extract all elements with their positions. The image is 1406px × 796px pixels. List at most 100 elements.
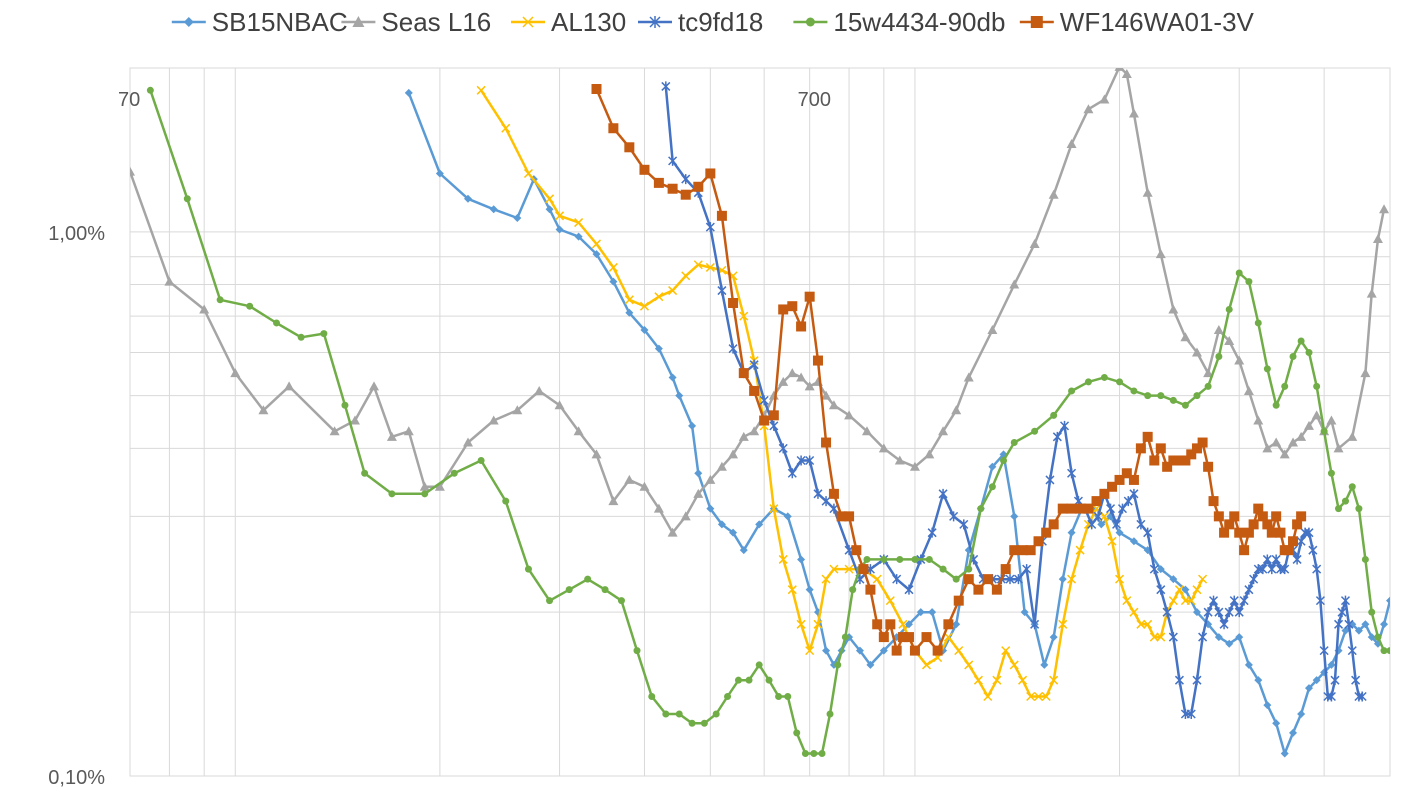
- data-point: [688, 719, 696, 727]
- data-point: [1203, 368, 1214, 378]
- data-point: [705, 474, 716, 484]
- data-point: [787, 368, 798, 378]
- data-point: [988, 462, 997, 471]
- data-point: [1243, 527, 1254, 538]
- data-point: [681, 174, 691, 185]
- data-point: [826, 710, 834, 718]
- data-point: [164, 276, 175, 286]
- data-point: [1180, 455, 1191, 466]
- data-point: [680, 511, 691, 521]
- data-point: [1031, 427, 1039, 435]
- data-point: [1114, 474, 1125, 485]
- series-15w4434-90db: [146, 86, 1390, 757]
- data-point: [952, 620, 961, 629]
- data-point: [932, 645, 943, 656]
- data-point: [1239, 545, 1250, 556]
- data-point: [573, 426, 584, 436]
- data-point: [1198, 632, 1208, 643]
- data-point: [939, 565, 947, 573]
- data-point: [649, 16, 661, 28]
- data-point: [653, 503, 664, 513]
- data-point: [1128, 474, 1139, 485]
- data-point: [729, 528, 738, 537]
- data-point: [903, 632, 914, 643]
- data-point: [1347, 431, 1358, 441]
- y-tick-label: 0,10%: [48, 767, 105, 789]
- data-point: [1263, 365, 1271, 373]
- data-point: [640, 326, 649, 335]
- data-point: [1168, 632, 1178, 643]
- data-point: [1066, 503, 1077, 514]
- data-point: [829, 503, 839, 514]
- data-point: [1344, 619, 1354, 630]
- data-point: [953, 595, 964, 606]
- data-point: [963, 574, 974, 585]
- data-point: [681, 271, 691, 281]
- data-point: [1049, 675, 1059, 685]
- data-point: [1068, 387, 1076, 395]
- data-point: [728, 343, 738, 354]
- data-point: [1214, 633, 1223, 642]
- data-point: [1129, 607, 1139, 617]
- data-point: [1060, 420, 1070, 431]
- data-point: [369, 381, 380, 391]
- data-point: [706, 504, 715, 513]
- x-tick-label: 700: [798, 89, 831, 111]
- data-point: [608, 262, 618, 272]
- data-point: [1355, 505, 1363, 513]
- data-point: [700, 719, 708, 727]
- data-point: [1091, 496, 1102, 507]
- data-point: [1271, 554, 1281, 565]
- data-point: [851, 545, 862, 556]
- data-point: [639, 164, 650, 175]
- data-point: [1213, 325, 1224, 335]
- data-point: [1254, 319, 1262, 327]
- data-point: [885, 619, 896, 630]
- data-point: [1219, 527, 1230, 538]
- data-point: [925, 555, 933, 563]
- data-point: [591, 83, 602, 94]
- data-point: [1234, 355, 1245, 365]
- data-point: [1326, 415, 1337, 425]
- data-point: [545, 205, 554, 214]
- legend-item: 15w4434-90db: [793, 7, 1005, 37]
- data-point: [821, 496, 831, 507]
- data-point: [639, 481, 650, 491]
- data-point: [749, 359, 759, 370]
- data-point: [1224, 519, 1235, 530]
- data-point: [667, 183, 678, 194]
- data-point: [1026, 691, 1036, 702]
- data-point: [403, 426, 414, 436]
- data-point: [284, 381, 295, 391]
- data-point: [320, 330, 328, 338]
- data-point: [1123, 496, 1133, 507]
- data-point: [769, 420, 779, 431]
- data-point: [1304, 527, 1314, 538]
- data-point: [712, 710, 720, 718]
- data-point: [1155, 443, 1166, 454]
- data-point: [973, 584, 984, 595]
- data-point: [1116, 378, 1124, 386]
- data-point: [813, 619, 823, 629]
- data-point: [1208, 496, 1219, 507]
- data-point: [1224, 607, 1234, 618]
- legend-item: tc9fd18: [638, 7, 763, 37]
- data-point: [787, 585, 797, 595]
- data-point: [796, 321, 807, 332]
- data-point: [841, 633, 849, 641]
- data-point: [329, 426, 340, 436]
- data-point: [419, 481, 430, 491]
- data-point: [1121, 68, 1132, 78]
- data-point: [1372, 234, 1383, 244]
- data-point: [793, 729, 801, 737]
- data-point: [668, 286, 678, 296]
- data-point: [1235, 269, 1243, 277]
- data-point: [1313, 382, 1321, 390]
- data-point: [1253, 503, 1264, 514]
- data-point: [1001, 646, 1011, 656]
- data-point: [624, 295, 634, 305]
- data-point: [1136, 519, 1146, 530]
- data-point: [805, 646, 815, 656]
- data-point: [705, 222, 715, 233]
